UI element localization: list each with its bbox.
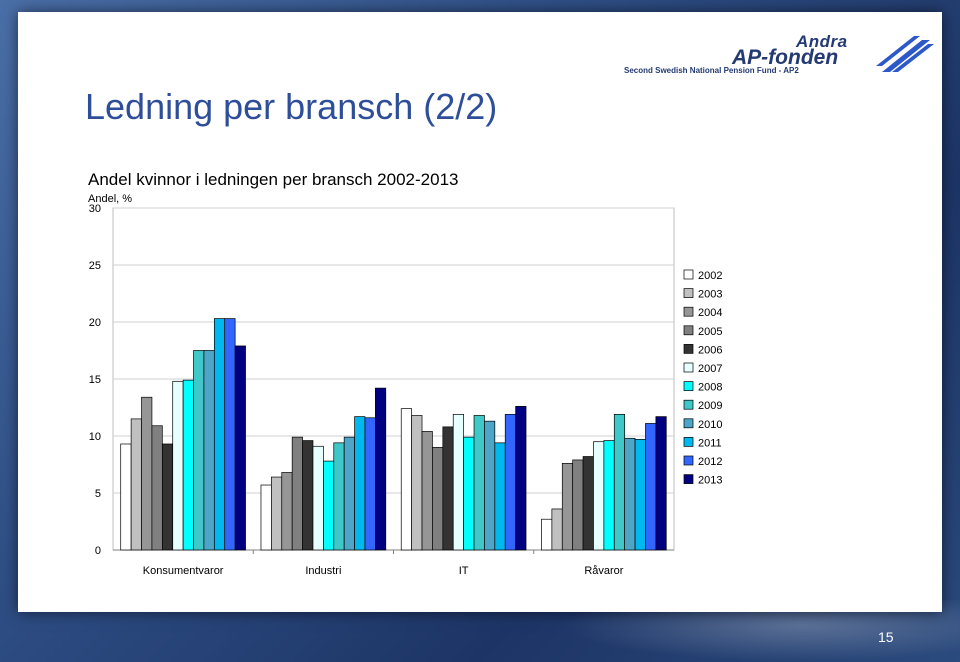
legend-swatch [683,381,694,391]
bar [291,436,303,551]
legend-label: 2009 [698,400,722,412]
legend-label: 2011 [698,437,722,449]
logo-tagline: Second Swedish National Pension Fund - A… [624,66,799,75]
y-tick-label: 25 [89,260,101,272]
bar [364,417,376,551]
legend-label: 2004 [698,307,722,319]
bar [551,508,563,551]
legend-swatch [683,362,694,373]
legend-swatch [683,437,694,447]
bar [582,456,594,551]
bar [421,431,433,551]
logo-arrows-icon [876,36,934,72]
bar [260,484,272,551]
bar [515,406,527,551]
legend-label: 2002 [698,270,722,282]
x-tick-label: Industri [305,565,341,577]
bar [141,396,153,551]
bar [161,443,174,551]
bar [504,413,516,551]
legend-swatch [683,418,694,429]
bar [655,416,667,551]
bar [343,436,355,551]
bar [411,415,423,551]
y-tick-label: 10 [89,431,101,443]
logo-name-line1: Andra [796,32,848,51]
legend-label: 2003 [698,289,722,301]
bar [593,441,605,551]
bar [130,418,142,551]
legend-swatch [683,399,694,410]
legend-label: 2006 [698,344,722,356]
bar [234,345,246,551]
bar [603,440,615,551]
x-tick-label: Konsumentvaror [143,565,224,577]
bar [432,447,444,551]
slide: Andra AP-fonden Second Swedish National … [18,12,942,612]
bar [463,436,475,551]
bar [323,460,335,551]
bar [634,439,646,551]
bar [645,423,657,551]
bar [333,442,345,551]
legend-label: 2008 [698,382,722,394]
slide-title: Ledning per bransch (2/2) [85,86,498,127]
bar [484,420,496,551]
bar [613,413,626,551]
legend-swatch [683,325,694,336]
page-number: 15 [878,629,894,645]
legend-swatch [683,474,694,484]
bar [452,413,464,551]
bar [151,425,163,551]
y-tick-label: 20 [89,317,101,329]
legend-swatch [683,455,694,466]
x-tick-label: Råvaror [584,565,623,577]
legend-label: 2007 [698,363,722,375]
legend-label: 2013 [698,475,722,487]
bar [572,459,584,551]
bar [271,476,283,551]
bar [193,350,205,551]
bar [624,437,636,551]
chart-unit-label: Andel, % [88,193,133,205]
legend-label: 2012 [698,456,722,468]
bar [442,426,454,551]
y-tick-label: 0 [95,545,101,557]
bar [400,408,412,551]
bar [302,440,314,551]
bar [172,380,184,551]
y-tick-label: 30 [89,203,101,215]
bar [120,443,132,551]
legend-swatch [683,288,694,298]
ap2-logo: Andra AP-fonden Second Swedish National … [622,32,934,94]
bar [375,387,387,551]
x-tick-label: IT [459,565,469,577]
legend-swatch [683,344,694,354]
chart-title: Andel kvinnor i ledningen per bransch 20… [88,170,459,189]
legend-label: 2005 [698,326,722,338]
bar [312,445,324,551]
bar-chart: 0 5 10 15 20 25 30 Konsumentvaror Industri IT Råva… [89,203,724,577]
logo-name-line2: AP-fonden [732,46,839,69]
legend-label: 2010 [698,419,722,431]
bar [213,318,226,551]
y-tick-label: 5 [95,488,101,500]
bar [224,318,236,551]
bar [182,379,194,551]
bar [281,472,293,551]
bar [473,415,485,551]
bar [203,350,215,551]
bar [354,416,366,551]
bar [541,518,553,551]
y-tick-label: 15 [89,374,101,386]
legend-swatch [683,306,694,317]
bar [561,463,574,551]
bar [494,442,506,551]
legend-swatch [683,269,694,280]
